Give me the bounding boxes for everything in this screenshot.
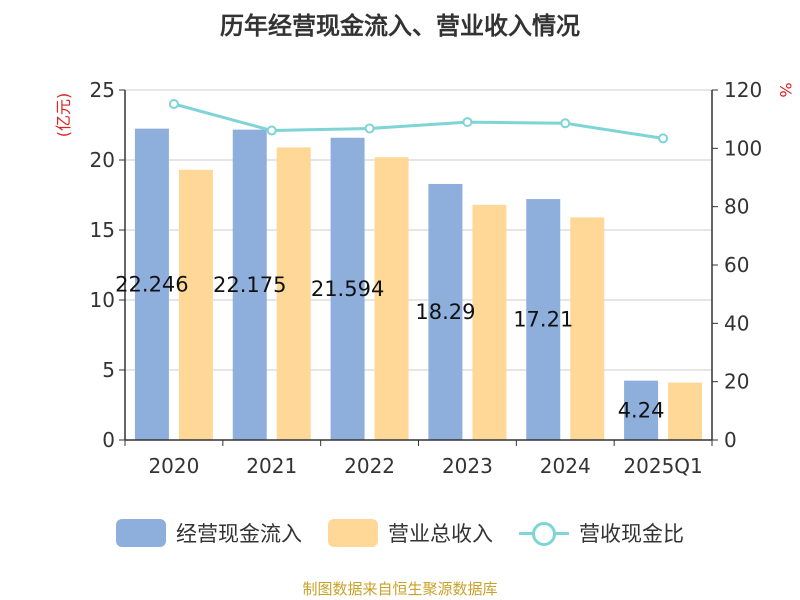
legend-swatch-cash-inflow xyxy=(116,519,166,547)
x-axis-tick-label: 2024 xyxy=(540,454,591,478)
chart-title: 历年经营现金流入、营业收入情况 xyxy=(220,12,580,40)
legend-item-cash-inflow[interactable]: 经营现金流入 xyxy=(116,518,302,548)
right-axis-tick-label: 100 xyxy=(724,136,762,160)
right-axis-tick-label: 120 xyxy=(724,78,762,102)
x-axis-tick-label: 2025Q1 xyxy=(623,454,702,478)
bar-revenue xyxy=(570,217,605,440)
left-axis-tick-label: 15 xyxy=(90,218,115,242)
x-axis-tick-label: 2020 xyxy=(148,454,199,478)
bar-cash-inflow xyxy=(428,183,463,440)
grid-lines xyxy=(125,89,712,371)
left-axis-tick-label: 10 xyxy=(90,288,115,312)
legend-item-revenue[interactable]: 营业总收入 xyxy=(328,518,493,548)
legend-label-revenue: 营业总收入 xyxy=(388,522,493,546)
bar-cash-inflow xyxy=(526,199,561,440)
line-point-cash-ratio xyxy=(658,133,669,144)
bar-revenue xyxy=(668,382,703,440)
axes: 0 5 10 15 20 25 0 20 40 60 80 100 120 (亿元)% 2020 2021 20… xyxy=(54,78,795,478)
left-axis-tick-label: 20 xyxy=(90,148,115,172)
line-cash-ratio xyxy=(173,102,664,140)
bar-cash-inflow xyxy=(232,129,267,440)
x-axis-tick-label: 2021 xyxy=(246,454,297,478)
bar-revenue xyxy=(276,147,311,440)
data-label-cash-inflow: 22.246 xyxy=(115,272,188,296)
legend-label-cash-inflow: 经营现金流入 xyxy=(176,522,302,546)
data-label-cash-inflow: 4.24 xyxy=(618,398,665,422)
legend-item-cash-ratio[interactable]: 营收现金比 xyxy=(519,518,684,548)
right-axis-tick-label: 60 xyxy=(724,253,749,277)
data-labels: 22.246 22.175 21.594 18.29 17.21 4.24 xyxy=(115,272,664,422)
right-axis-tick-label: 80 xyxy=(724,195,749,219)
left-axis-tick-label: 25 xyxy=(90,78,115,102)
left-axis-label: (亿元) xyxy=(54,93,73,138)
legend-swatch-revenue xyxy=(328,519,378,547)
bar-revenue xyxy=(178,169,213,441)
x-axis-tick-label: 2022 xyxy=(344,454,395,478)
legend-swatch-cash-ratio xyxy=(519,519,569,547)
right-axis-label: % xyxy=(776,82,795,97)
legend-label-cash-ratio: 营收现金比 xyxy=(579,522,684,546)
bar-cash-inflow xyxy=(134,128,169,440)
data-label-cash-inflow: 17.21 xyxy=(513,308,573,332)
line-point-cash-ratio xyxy=(462,117,473,128)
source-note: 制图数据来自恒生聚源数据库 xyxy=(302,580,498,598)
bar-series xyxy=(134,128,703,441)
data-label-cash-inflow: 22.175 xyxy=(213,273,286,297)
line-point-cash-ratio xyxy=(364,123,375,134)
legend: 经营现金流入 营业总收入 营收现金比 xyxy=(0,518,800,548)
x-axis-tick-label: 2023 xyxy=(442,454,493,478)
bar-revenue xyxy=(472,204,507,440)
line-point-cash-ratio xyxy=(266,125,277,136)
bar-cash-inflow xyxy=(330,137,365,441)
right-axis-tick-label: 0 xyxy=(724,428,737,452)
line-point-cash-ratio xyxy=(168,99,179,109)
left-axis-tick-label: 5 xyxy=(102,358,115,382)
data-label-cash-inflow: 21.594 xyxy=(311,277,384,301)
data-label-cash-inflow: 18.29 xyxy=(415,300,475,324)
bar-revenue xyxy=(374,157,409,440)
left-axis-tick-label: 0 xyxy=(102,428,115,452)
line-point-cash-ratio xyxy=(560,118,571,129)
right-axis-tick-label: 40 xyxy=(724,311,749,335)
right-axis-tick-label: 20 xyxy=(724,370,749,394)
bar-cash-inflow xyxy=(624,380,659,440)
line-series xyxy=(168,99,669,144)
